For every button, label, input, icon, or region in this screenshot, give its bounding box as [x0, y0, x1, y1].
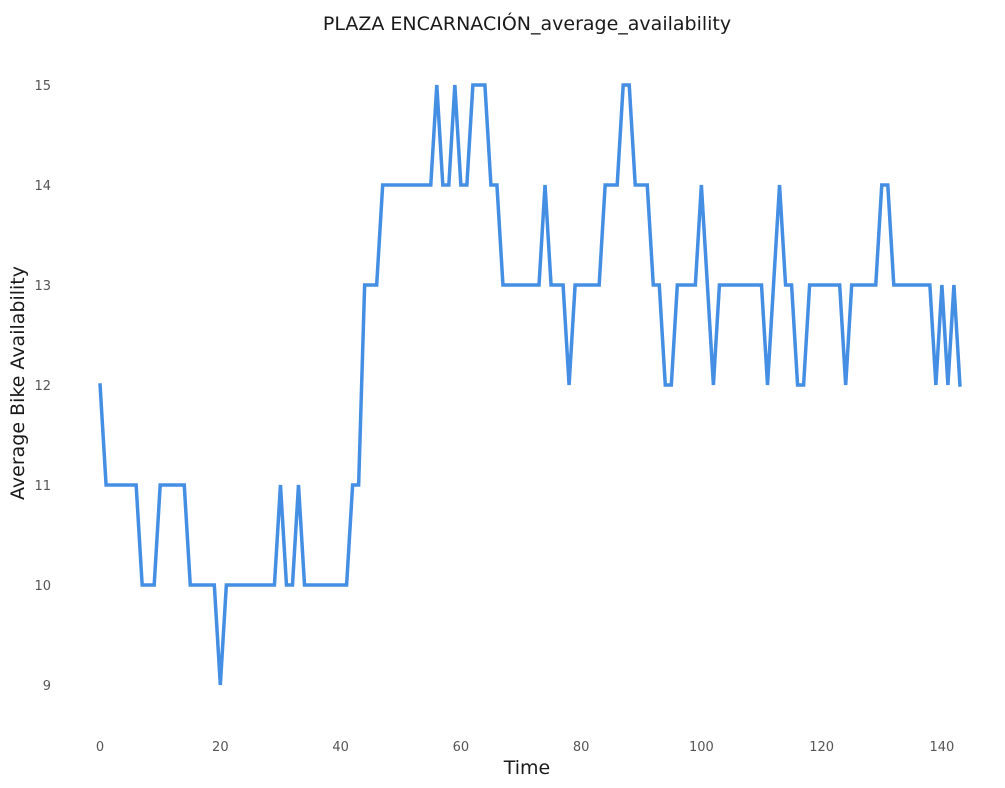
y-tick-label: 9 — [43, 679, 51, 694]
x-axis-label: Time — [503, 757, 551, 779]
x-tick-label: 40 — [332, 740, 349, 755]
x-tick-label: 80 — [573, 740, 590, 755]
chart-title: PLAZA ENCARNACIÓN_average_availability — [323, 11, 731, 35]
y-axis-ticks: 9 10 11 12 13 14 15 — [34, 79, 51, 694]
y-axis-label: Average Bike Availability — [7, 266, 29, 500]
x-tick-label: 140 — [929, 740, 954, 755]
x-axis-ticks: 0 20 40 60 80 100 120 140 — [96, 740, 954, 755]
x-tick-label: 120 — [809, 740, 834, 755]
y-tick-label: 12 — [34, 379, 51, 394]
series-layer — [98, 83, 962, 686]
y-tick-label: 13 — [34, 279, 51, 294]
y-tick-label: 15 — [34, 79, 51, 94]
x-tick-label: 0 — [96, 740, 104, 755]
series-line — [98, 83, 962, 686]
x-tick-label: 20 — [212, 740, 229, 755]
y-tick-label: 10 — [34, 579, 51, 594]
x-tick-label: 100 — [689, 740, 714, 755]
y-tick-label: 14 — [34, 179, 51, 194]
x-tick-label: 60 — [453, 740, 470, 755]
y-tick-label: 11 — [34, 479, 51, 494]
